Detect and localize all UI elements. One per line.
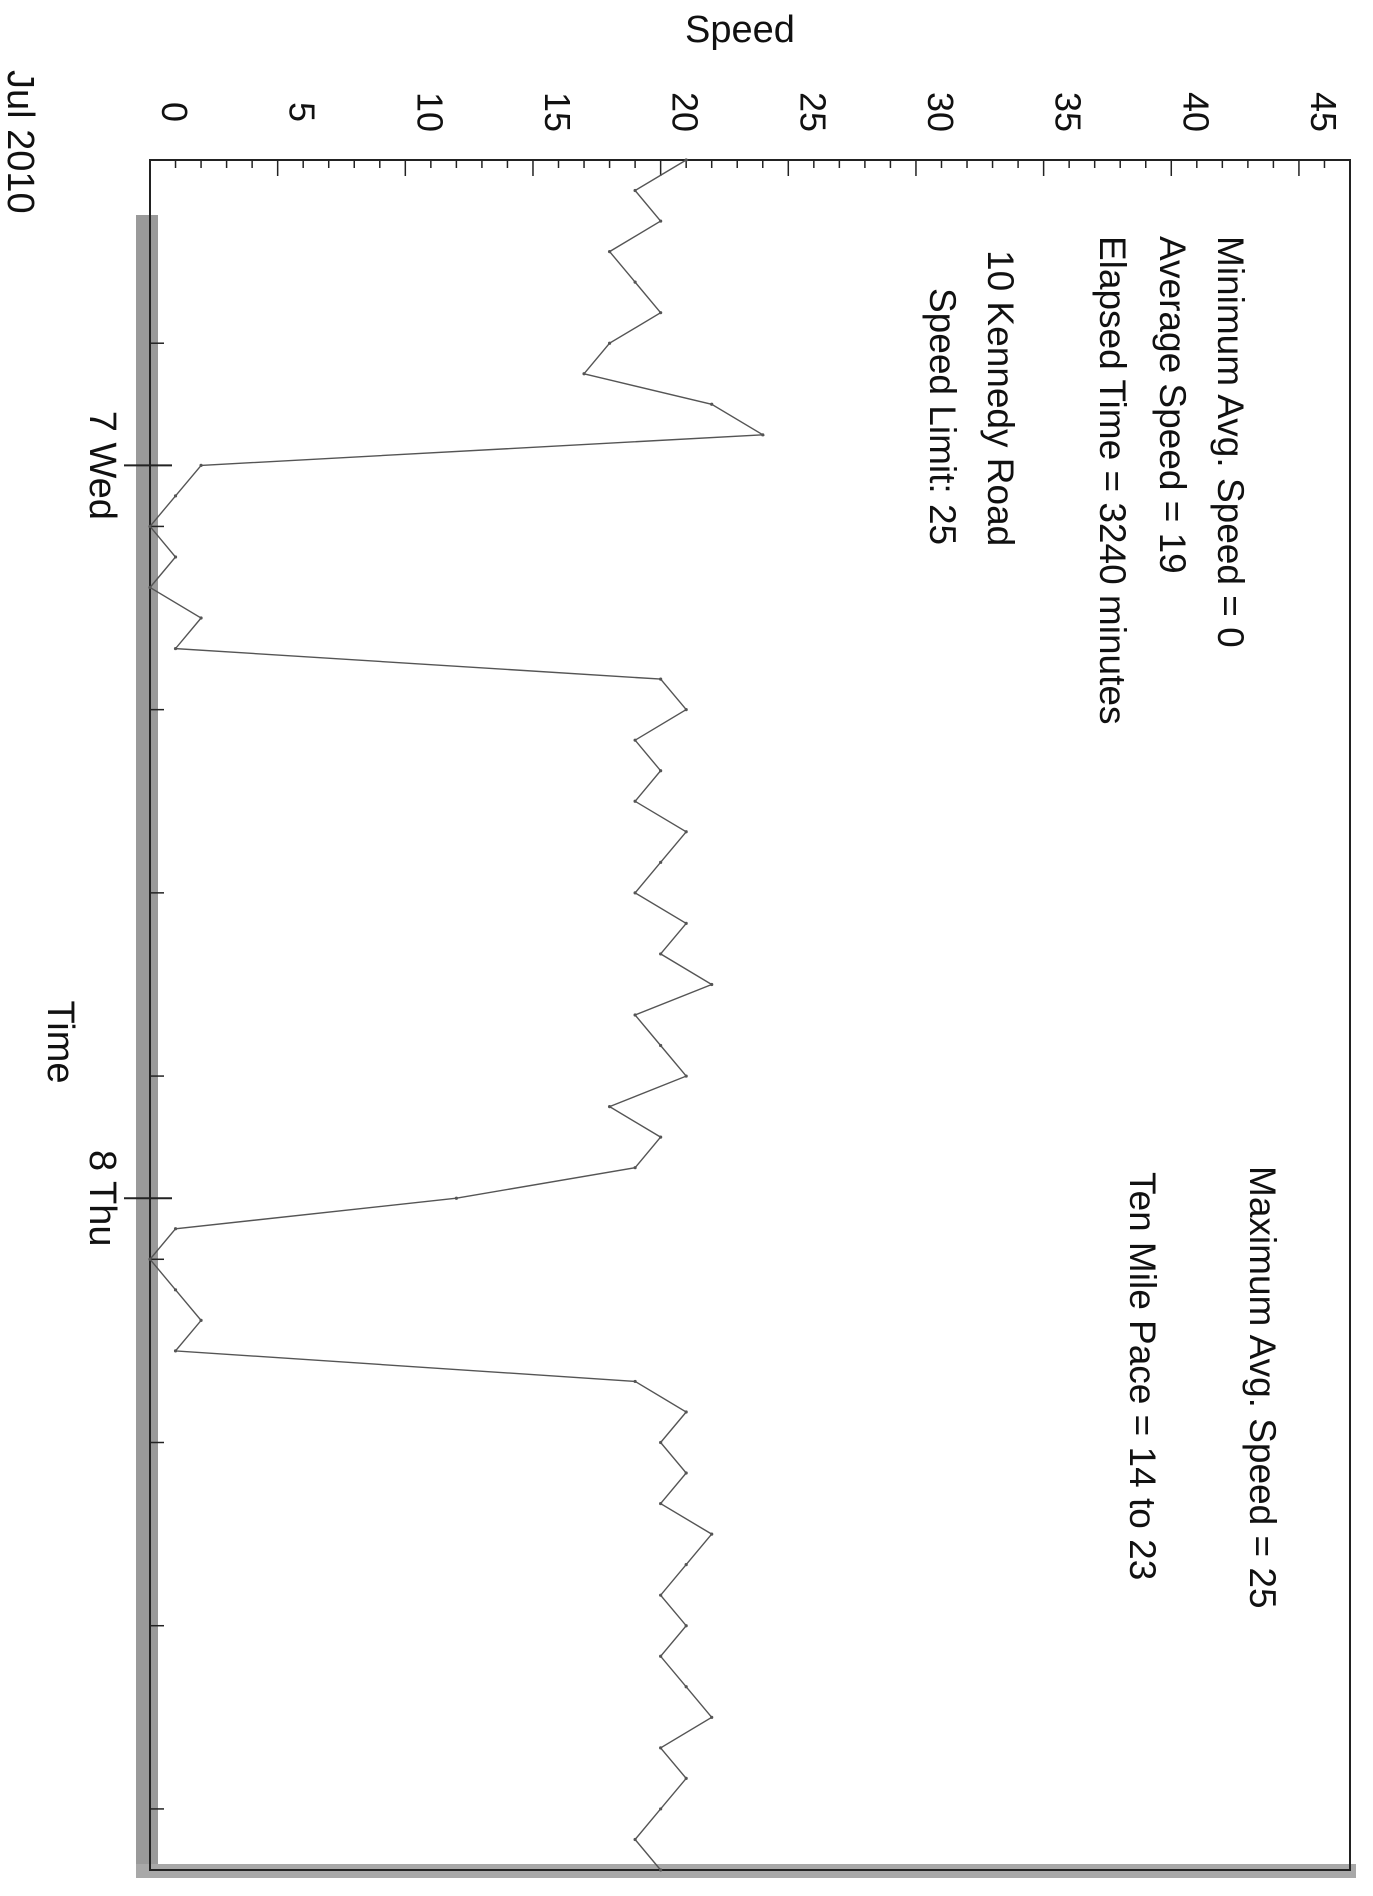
speed-data-point xyxy=(607,250,612,254)
speed-data-point xyxy=(582,372,586,376)
speed-tick-label: 15 xyxy=(537,92,578,132)
speed-data-point xyxy=(659,860,663,864)
speed-data-point xyxy=(659,311,663,315)
time-axis-band xyxy=(136,215,158,1875)
speed-data-point xyxy=(199,463,203,467)
speed-data-point xyxy=(684,708,688,712)
speed-data-point xyxy=(173,555,178,559)
speed-data-point xyxy=(659,1654,663,1658)
speed-data-point xyxy=(173,1227,178,1231)
speed-data-point xyxy=(633,188,637,193)
speed-tick-label: 0 xyxy=(154,102,195,122)
speed-data-point xyxy=(684,1471,688,1475)
speed-data-point xyxy=(761,433,765,437)
speed-data-point xyxy=(454,1196,458,1200)
speed-data-point xyxy=(684,158,688,162)
annotation-avg-speed: Average Speed = 19 xyxy=(1152,236,1193,574)
annotation-min-avg-speed: Minimum Avg. Speed = 0 xyxy=(1210,236,1251,648)
speed-data-point xyxy=(659,1807,663,1811)
speed-tick-label: 25 xyxy=(792,92,833,132)
time-axis-title: Time xyxy=(39,1000,81,1083)
speed-data-point xyxy=(199,616,203,620)
speed-tick-label: 40 xyxy=(1175,92,1216,132)
speed-tick-label: 35 xyxy=(1048,92,1089,132)
speed-axis-title: Speed xyxy=(685,9,795,51)
speed-data-point xyxy=(633,280,637,284)
speed-data-point xyxy=(633,1166,637,1170)
speed-data-point xyxy=(659,1135,663,1139)
speed-data-point xyxy=(684,1410,688,1414)
plot-frame xyxy=(149,159,1351,1871)
day-tick-label: 7 Wed xyxy=(81,411,123,520)
speed-data-point xyxy=(684,1624,688,1628)
speed-data-point xyxy=(633,799,637,803)
speed-data-point xyxy=(684,1776,688,1780)
annotation-speed-limit: Speed Limit: 25 xyxy=(922,288,963,545)
speed-data-point xyxy=(173,494,178,498)
series-group xyxy=(148,158,766,1872)
speed-data-point xyxy=(659,1043,663,1048)
speed-data-point xyxy=(684,1563,688,1567)
speed-data-point xyxy=(659,219,663,223)
speed-data-point xyxy=(148,1257,152,1261)
speed-data-point xyxy=(684,1685,688,1689)
speed-tick-label: 30 xyxy=(920,92,961,132)
speed-data-point xyxy=(659,769,663,773)
speed-tick-label: 20 xyxy=(665,92,706,132)
speed-data-point xyxy=(684,830,688,834)
speed-data-point xyxy=(633,1379,637,1384)
period-label: Jul 2010 xyxy=(0,70,41,214)
speed-data-point xyxy=(633,891,637,895)
speed-data-point xyxy=(173,1349,178,1353)
speed-data-point xyxy=(659,1440,663,1445)
speed-axis-ticks: 0 5 10 15 20 25 30 35 40 45 xyxy=(149,92,1351,176)
speed-data-point xyxy=(710,982,714,987)
speed-data-point xyxy=(659,1868,663,1872)
speed-data-point xyxy=(148,585,152,590)
speed-tick-label: 45 xyxy=(1303,92,1344,132)
time-axis-ticks: 7 Wed 8 Thu xyxy=(81,159,172,1810)
speed-data-point xyxy=(199,1318,203,1322)
speed-data-point xyxy=(148,524,152,529)
speed-data-point xyxy=(173,646,178,651)
speed-data-point xyxy=(659,1593,663,1597)
speed-data-point xyxy=(173,1288,178,1292)
speed-series-line xyxy=(148,159,766,1871)
speed-data-point xyxy=(633,1013,637,1017)
speed-data-point xyxy=(607,341,612,345)
speed-tick-label: 10 xyxy=(409,92,450,132)
day-tick-label: 8 Thu xyxy=(81,1150,123,1246)
speed-data-point xyxy=(710,1715,714,1719)
speed-data-point xyxy=(710,1532,714,1536)
speed-data-point xyxy=(710,402,714,406)
speed-data-point xyxy=(607,1105,612,1109)
speed-data-point xyxy=(633,1837,637,1842)
speed-data-point xyxy=(633,738,637,742)
annotation-elapsed-time: Elapsed Time = 3240 minutes xyxy=(1092,236,1133,724)
annotation-ten-mile-pace: Ten Mile Pace = 14 to 23 xyxy=(1122,1172,1163,1580)
speed-data-point xyxy=(659,1746,663,1750)
speed-data-point xyxy=(659,1501,663,1506)
speed-data-point xyxy=(659,677,663,681)
speed-data-point xyxy=(684,1074,688,1078)
annotation-location: 10 Kennedy Road xyxy=(980,250,1021,546)
annotation-max-avg-speed: Maximum Avg. Speed = 25 xyxy=(1242,1166,1283,1609)
speed-data-point xyxy=(684,921,688,925)
speed-data-point xyxy=(659,952,663,956)
speed-tick-label: 5 xyxy=(282,102,323,122)
